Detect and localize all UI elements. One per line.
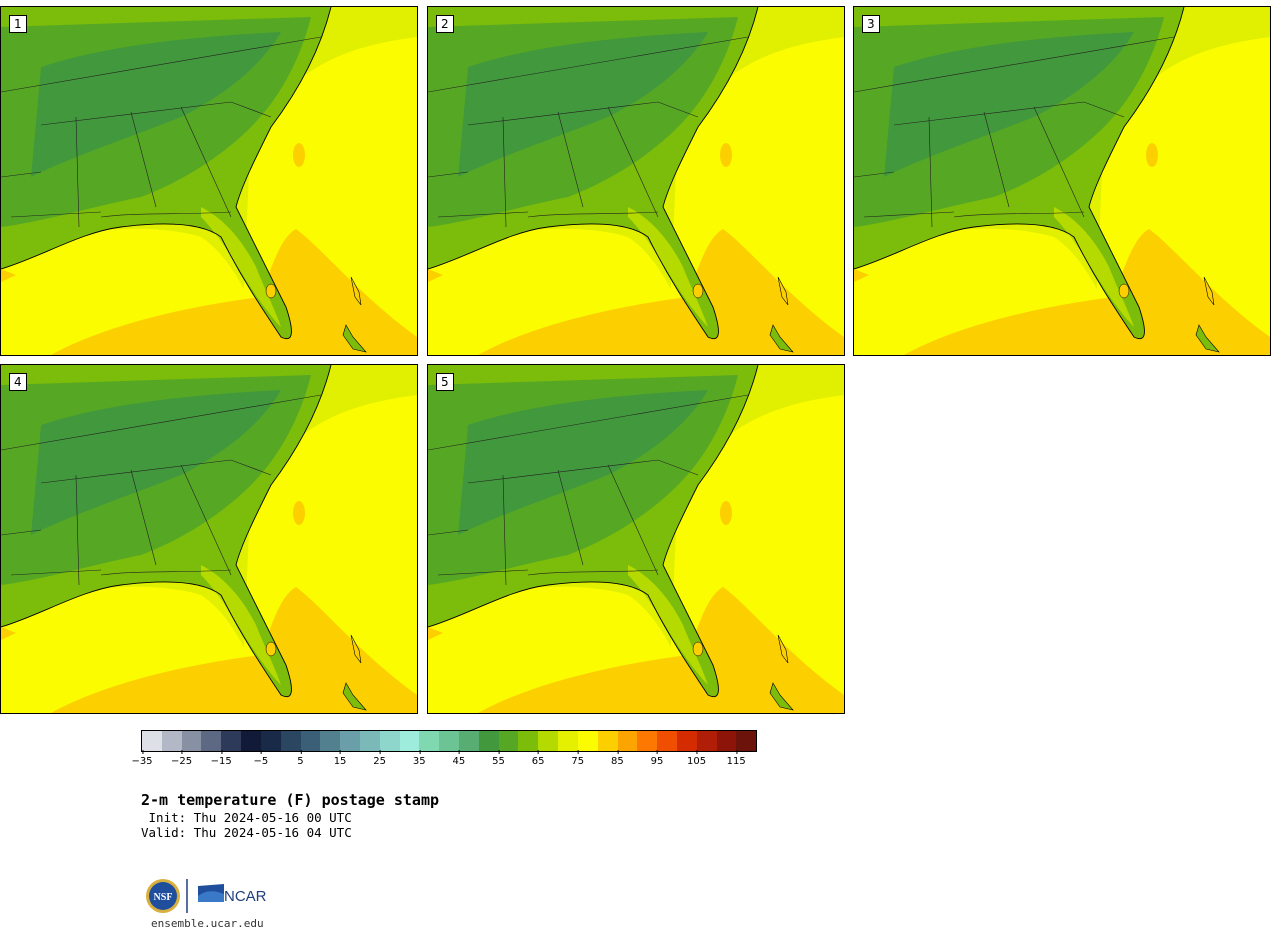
member-label-1: 1	[9, 15, 27, 33]
colorbar-tick-label: 25	[373, 750, 386, 767]
member-map-1: 1	[0, 6, 418, 356]
colorbar-swatch	[657, 731, 677, 751]
colorbar-swatch	[142, 731, 162, 751]
colorbar-swatch	[340, 731, 360, 751]
colorbar-swatch	[201, 731, 222, 751]
colorbar-tick-label: 45	[453, 750, 465, 767]
colorbar-swatch	[300, 731, 321, 751]
valid-time: Valid: Thu 2024-05-16 04 UTC	[141, 825, 352, 840]
colorbar-swatch	[221, 731, 242, 751]
colorbar-swatch	[538, 731, 559, 751]
figure-title: 2-m temperature (F) postage stamp	[141, 791, 440, 809]
colorbar-swatch	[439, 731, 459, 751]
colorbar-ticks: −35 −25 −15 −5 5 15 25 35 45 55 65 75 85 95 105 115	[131, 750, 757, 772]
colorbar-swatch	[181, 731, 202, 751]
logo-svg: NSF NCAR	[146, 879, 267, 913]
ncar-logo: NCAR	[198, 884, 267, 905]
member-map-4: 4	[0, 364, 418, 714]
colorbar-tick-label: 115	[727, 750, 746, 767]
colorbar-tick-label: 95	[651, 750, 663, 767]
member-map-2: 2	[427, 6, 845, 356]
map-3-svg	[854, 7, 1270, 355]
colorbar-swatch	[558, 731, 578, 751]
colorbar-swatch	[161, 731, 182, 751]
member-map-3: 3	[853, 6, 1271, 356]
map-2-svg	[428, 7, 844, 355]
colorbar-tick-label: 35	[413, 750, 426, 767]
colorbar-swatch	[518, 731, 539, 751]
colorbar-swatch	[478, 731, 499, 751]
colorbar-swatch	[736, 731, 757, 751]
nsf-logo-text: NSF	[154, 892, 173, 903]
member-label-5: 5	[436, 373, 454, 391]
colorbar-swatch	[320, 731, 341, 751]
colorbar-tick-label: 105	[687, 750, 706, 767]
colorbar-swatch	[241, 731, 261, 751]
colorbar-swatch	[260, 731, 281, 751]
colorbar-swatch	[419, 731, 440, 751]
nsf-logo: NSF	[146, 879, 180, 913]
colorbar-swatch	[577, 731, 598, 751]
site-credit: ensemble.ucar.edu	[151, 917, 264, 930]
colorbar-swatch	[637, 731, 658, 751]
colorbar-swatch	[716, 731, 737, 751]
colorbar-swatch	[399, 731, 420, 751]
colorbar-tick-label: 65	[532, 750, 544, 767]
colorbar-swatch	[617, 731, 638, 751]
colorbar-tick-label: 85	[611, 750, 624, 767]
member-label-4: 4	[9, 373, 27, 391]
member-map-5: 5	[427, 364, 845, 714]
colorbar-swatch	[379, 731, 400, 751]
ncar-logo-text: NCAR	[224, 888, 267, 905]
colorbar-swatch	[696, 731, 717, 751]
colorbar-tick-label: 75	[571, 750, 584, 767]
colorbar-swatch	[280, 731, 301, 751]
member-label-2: 2	[436, 15, 454, 33]
colorbar-tick-label: −35	[131, 750, 153, 767]
colorbar-swatch	[597, 731, 618, 751]
colorbar-tick-label: −5	[253, 750, 268, 767]
member-label-3: 3	[862, 15, 880, 33]
temperature-colorbar	[141, 730, 757, 752]
init-time: Init: Thu 2024-05-16 00 UTC	[141, 810, 352, 825]
colorbar-swatch	[359, 731, 380, 751]
map-4-svg	[1, 365, 417, 713]
colorbar-tick-label: −25	[171, 750, 192, 767]
colorbar-tick-label: −15	[211, 750, 232, 767]
map-1-svg	[1, 7, 417, 355]
colorbar-tick-label: 5	[297, 750, 304, 767]
colorbar-tick-label: 15	[334, 750, 346, 767]
colorbar-swatch	[498, 731, 519, 751]
colorbar-swatch	[676, 731, 697, 751]
colorbar-tick-label: 55	[492, 750, 505, 767]
map-5-svg	[428, 365, 844, 713]
logos: NSF NCAR	[144, 876, 274, 920]
colorbar-swatch	[459, 731, 479, 751]
